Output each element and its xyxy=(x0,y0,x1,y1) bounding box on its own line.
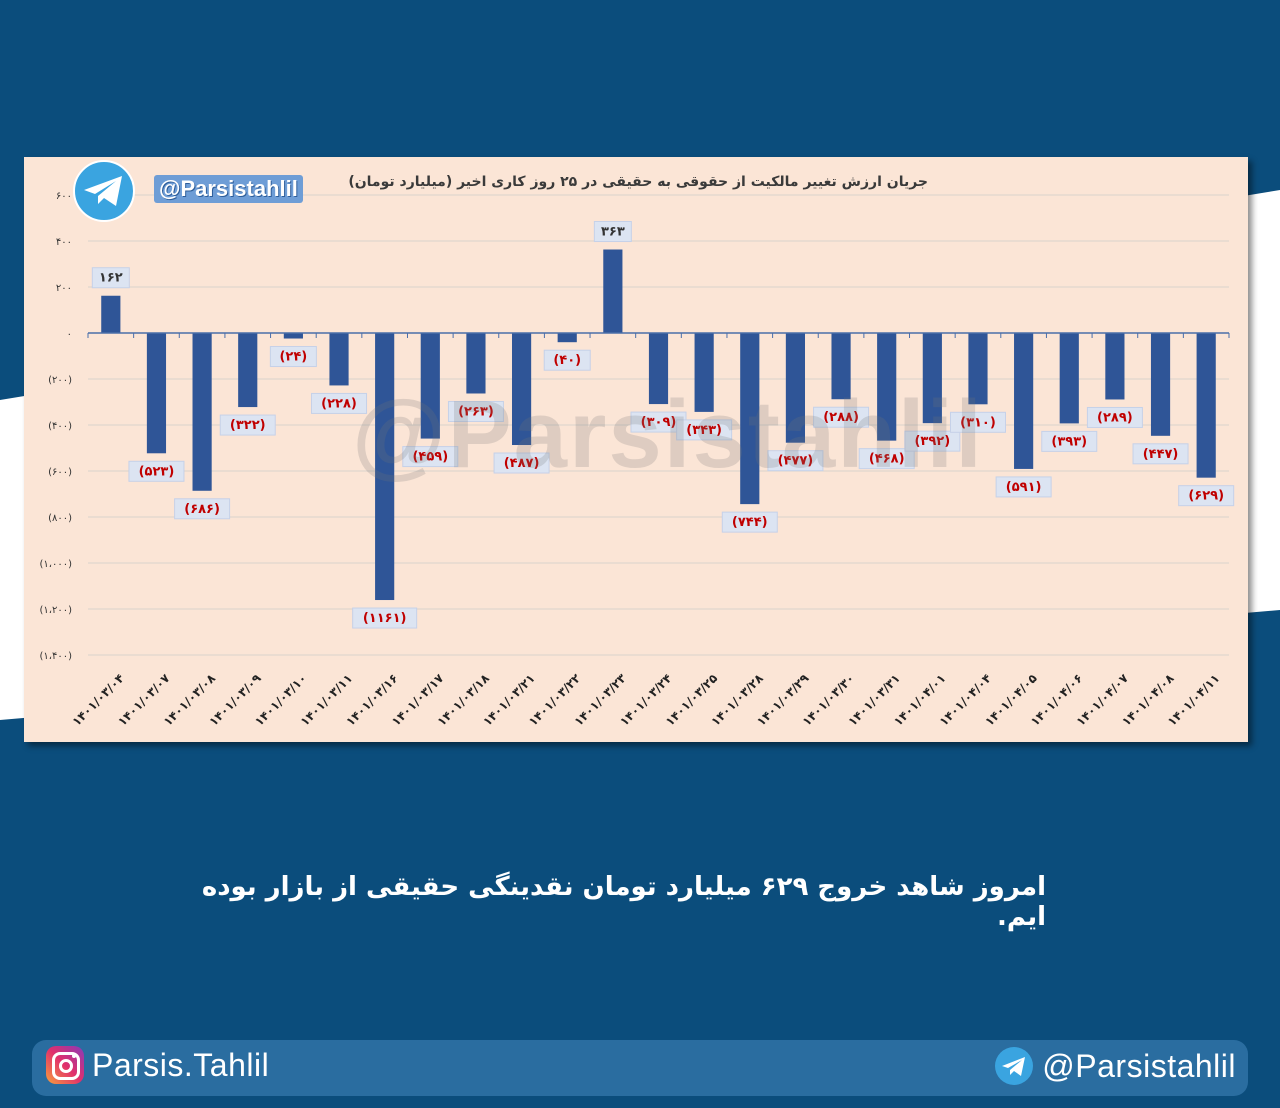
y-tick-label: (۴۰۰) xyxy=(48,421,72,432)
data-label: (۳۹۳) xyxy=(1051,434,1087,449)
bar xyxy=(146,333,167,454)
data-label: (۴۴۷) xyxy=(1143,447,1179,462)
y-tick-label: (۸۰۰) xyxy=(48,513,72,524)
instagram-handle: Parsis.Tahlil xyxy=(92,1046,270,1083)
telegram-logo-icon xyxy=(73,160,135,222)
y-tick-label: ۶۰۰ xyxy=(56,191,72,202)
bar xyxy=(1105,333,1125,400)
bar xyxy=(375,333,395,601)
caption-text: امروز شاهد خروج ۶۲۹ میلیارد تومان نقدینگ… xyxy=(201,872,1046,932)
data-label-box xyxy=(1041,430,1098,452)
data-label-box xyxy=(219,414,276,436)
telegram-handle: @Parsistahlil xyxy=(1042,1047,1236,1084)
data-label: (۳۹۲) xyxy=(914,434,950,449)
y-tick-label: (۱،۲۰۰) xyxy=(39,605,72,616)
data-label: (۲۴) xyxy=(279,350,307,365)
instagram-link[interactable]: Parsis.Tahlil xyxy=(46,1046,269,1084)
data-label-box xyxy=(593,221,632,243)
y-tick-label: (۶۰۰) xyxy=(48,467,72,478)
bar xyxy=(329,333,349,386)
data-label-box xyxy=(174,498,231,520)
bar xyxy=(877,333,897,441)
data-label: (۱۱۶۱) xyxy=(363,611,407,626)
data-label-box xyxy=(721,511,778,533)
data-label: (۳۴۳) xyxy=(686,423,722,438)
bar xyxy=(557,333,577,343)
data-label-box xyxy=(1132,443,1189,465)
data-label: (۴۵۹) xyxy=(412,450,448,465)
bar xyxy=(511,333,532,446)
bar xyxy=(238,333,258,408)
y-tick-label: (۱،۴۰۰) xyxy=(39,651,72,662)
bar xyxy=(922,333,942,424)
data-label-box xyxy=(128,460,185,482)
data-label: (۴۶۸) xyxy=(869,452,905,467)
telegram-link[interactable]: @Parsistahlil xyxy=(994,1046,1236,1086)
chart-title: جریان ارزش تغییر مالکیت از حقوقی به حقیق… xyxy=(348,174,928,190)
bar xyxy=(283,333,303,339)
telegram-icon xyxy=(995,1047,1034,1085)
bar xyxy=(694,333,714,412)
bar xyxy=(1059,333,1079,424)
bar xyxy=(192,333,212,491)
data-label: (۴۷۷) xyxy=(778,454,814,469)
data-label-box xyxy=(995,476,1052,498)
bar xyxy=(831,333,851,400)
data-label: (۲۸۸) xyxy=(823,410,859,425)
data-label-box xyxy=(447,400,504,422)
data-label-box xyxy=(858,448,915,470)
instagram-icon xyxy=(46,1046,84,1084)
y-tick-label: ۴۰۰ xyxy=(56,237,72,248)
bar-chart: ۶۰۰ ۴۰۰ ۲۰۰ ۰ (۲۰۰) (۴۰۰) (۶۰۰) (۸۰۰) (۱،۰۰۰) (۱،… xyxy=(39,191,1235,729)
telegram-handle-badge: @Parsistahlil xyxy=(154,175,303,203)
bar xyxy=(603,249,623,333)
bar xyxy=(420,333,440,439)
data-label: (۵۲۳) xyxy=(139,464,175,479)
data-label-box xyxy=(493,452,550,474)
data-label-box xyxy=(676,419,733,441)
data-label: (۴۰) xyxy=(553,353,581,368)
data-label: (۲۸۹) xyxy=(1097,410,1133,425)
bar xyxy=(740,333,760,505)
data-label-box xyxy=(311,392,368,414)
data-label: (۶۲۹) xyxy=(1188,489,1224,504)
data-label-box xyxy=(813,406,870,428)
data-label-box xyxy=(269,346,317,368)
y-tick-label: (۱،۰۰۰) xyxy=(39,559,72,570)
data-label-box xyxy=(1086,406,1143,428)
bar xyxy=(785,333,806,443)
data-label: (۲۶۳) xyxy=(458,404,494,419)
data-label-box xyxy=(543,349,591,371)
data-label: (۳۱۰) xyxy=(960,415,996,430)
data-label: (۳۲۲) xyxy=(230,418,266,433)
y-tick-label: ۰ xyxy=(67,329,72,340)
watermark: @Parsistahlil xyxy=(352,381,984,488)
data-label: (۶۸۶) xyxy=(184,502,220,517)
data-label: ۱۶۲ xyxy=(99,271,123,286)
data-label-box xyxy=(402,446,459,468)
data-label-box xyxy=(91,267,130,289)
data-label-box xyxy=(949,411,1006,433)
bar xyxy=(1014,333,1034,469)
data-label-box xyxy=(352,607,418,629)
data-label: (۳۰۹) xyxy=(641,415,677,430)
data-label: (۲۲۸) xyxy=(321,396,357,411)
bar xyxy=(466,333,486,394)
bar xyxy=(1196,333,1216,478)
bar xyxy=(1150,333,1171,436)
bar xyxy=(968,333,988,405)
data-label-box xyxy=(1178,485,1235,507)
bar xyxy=(101,295,121,333)
data-label: (۷۴۴) xyxy=(732,515,768,530)
y-tick-label: ۲۰۰ xyxy=(56,283,72,294)
data-label: (۵۹۱) xyxy=(1006,480,1042,495)
data-label-box xyxy=(904,430,961,452)
data-label-box xyxy=(767,450,824,472)
data-label: ۳۶۳ xyxy=(601,225,625,240)
footer-bar: Parsis.Tahlil @Parsistahlil xyxy=(32,1040,1248,1096)
chart-card: ۶۰۰ ۴۰۰ ۲۰۰ ۰ (۲۰۰) (۴۰۰) (۶۰۰) (۸۰۰) (۱،۰۰۰) (۱،… xyxy=(24,157,1248,742)
y-tick-label: (۲۰۰) xyxy=(48,375,72,386)
bar xyxy=(648,333,669,405)
data-label: (۴۸۷) xyxy=(504,456,540,471)
